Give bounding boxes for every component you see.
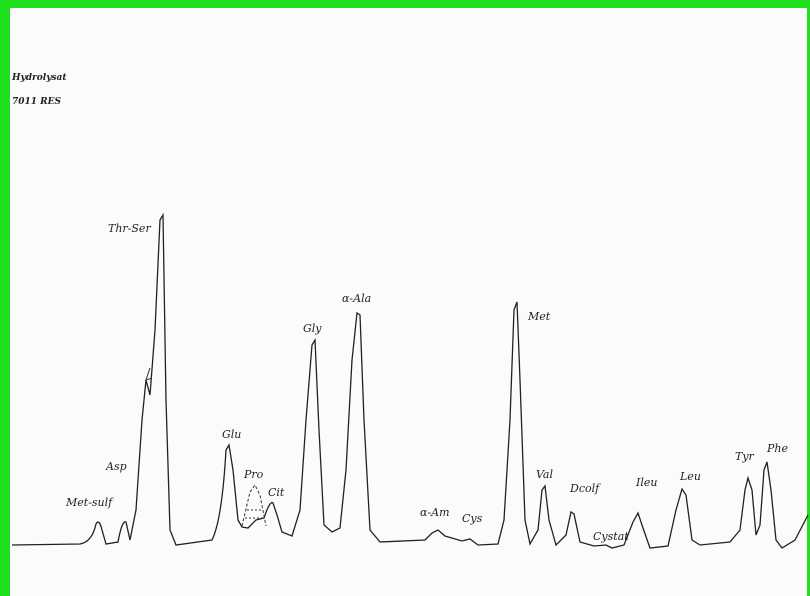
- peak-label: Ileu: [635, 476, 657, 489]
- peak-label: α-Am: [420, 506, 450, 519]
- peak-label: Pro: [243, 468, 264, 481]
- peak-label: Gly: [303, 322, 322, 335]
- peak-label: Thr-Ser: [108, 222, 151, 235]
- chromatogram: Hydrolysat 7011 RES Met-sulf Asp Thr-Ser…: [0, 0, 810, 596]
- peak-label: Met-sulf: [65, 496, 114, 509]
- peak-label: α-Ala: [342, 292, 371, 305]
- header-line: 7011 RES: [12, 97, 62, 107]
- header-line: Hydrolysat: [11, 73, 67, 83]
- peak-label: Glu: [222, 428, 241, 441]
- peak-label: Phe: [766, 442, 788, 455]
- peak-label: Cys: [462, 512, 483, 525]
- peak-label: Tyr: [735, 450, 755, 463]
- pro-dashed-peak: [242, 485, 266, 526]
- peak-label: Cit: [268, 486, 285, 499]
- peak-label: Met: [527, 310, 551, 323]
- peak-label: Dcolf: [569, 482, 601, 495]
- trace: [12, 215, 808, 548]
- peak-label: Val: [536, 468, 553, 481]
- peak-label: Cystat: [593, 530, 629, 543]
- peak-label: Leu: [679, 470, 701, 483]
- peak-label: Asp: [105, 460, 127, 473]
- page: Hydrolysat 7011 RES Met-sulf Asp Thr-Ser…: [0, 0, 810, 596]
- pro-hatch: [245, 510, 264, 518]
